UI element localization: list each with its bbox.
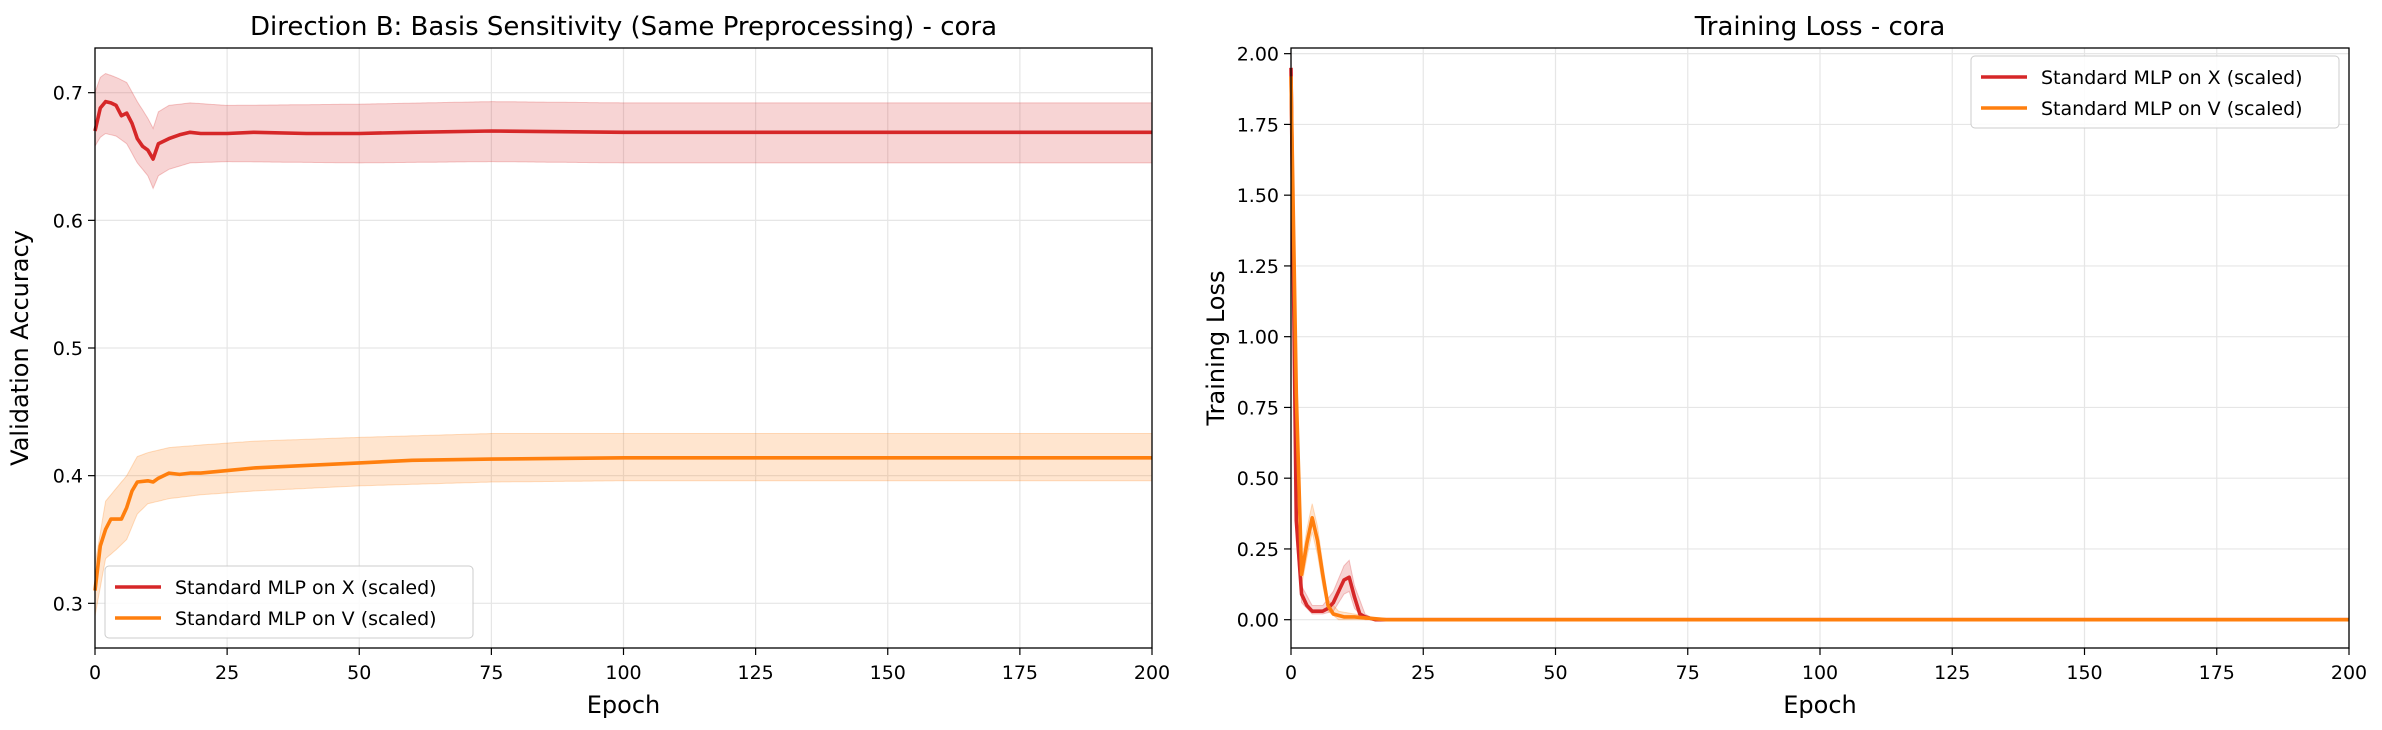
- y-tick-label: 0.50: [1237, 468, 1279, 490]
- y-tick-label: 1.75: [1237, 114, 1279, 136]
- chart-title: Direction B: Basis Sensitivity (Same Pre…: [250, 12, 997, 42]
- x-tick-label: 75: [1676, 662, 1700, 684]
- y-tick-label: 0.25: [1237, 539, 1279, 561]
- x-tick-label: 125: [737, 662, 773, 684]
- x-tick-label: 150: [2066, 662, 2102, 684]
- y-tick-label: 0.75: [1237, 397, 1279, 419]
- y-tick-label: 0.5: [53, 338, 83, 360]
- x-tick-label: 175: [2199, 662, 2235, 684]
- legend: Standard MLP on X (scaled) Standard MLP …: [1970, 55, 2340, 129]
- legend: Standard MLP on X (scaled) Standard MLP …: [104, 565, 474, 639]
- y-tick-label: 0.4: [53, 466, 83, 488]
- x-tick-label: 75: [479, 662, 503, 684]
- y-tick-label: 2.00: [1237, 44, 1279, 66]
- legend-box: [104, 565, 474, 639]
- y-axis-label: Validation Accuracy: [6, 230, 34, 466]
- y-tick-label: 0.3: [53, 593, 83, 615]
- validation-accuracy-chart: 0 25 50 75 100 125 150 175 200 0.3 0.4 0.5 0.6 0.7 D…: [6, 12, 1170, 719]
- legend-label-v: Standard MLP on V (scaled): [175, 608, 437, 630]
- legend-label-x: Standard MLP on X (scaled): [2041, 67, 2303, 89]
- chart-title: Training Loss - cora: [1694, 12, 1946, 42]
- y-tick-label: 0.6: [53, 210, 83, 232]
- x-tick-label: 200: [2331, 662, 2367, 684]
- x-tick-label: 0: [1285, 662, 1297, 684]
- legend-label-x: Standard MLP on X (scaled): [175, 577, 437, 599]
- x-axis-label: Epoch: [587, 691, 661, 719]
- legend-box: [1970, 55, 2340, 129]
- y-tick-label: 0.00: [1237, 610, 1279, 632]
- x-tick-label: 25: [215, 662, 239, 684]
- x-tick-label: 125: [1934, 662, 1970, 684]
- y-tick-label: 1.25: [1237, 256, 1279, 278]
- series-line-1: [93, 456, 1152, 591]
- x-tick-label: 200: [1134, 662, 1170, 684]
- series-line-0: [93, 99, 1152, 161]
- x-tick-label: 50: [1543, 662, 1567, 684]
- series-line-1: [1289, 76, 2349, 622]
- y-axis-label: Training Loss: [1202, 271, 1230, 427]
- x-axis-label: Epoch: [1783, 691, 1857, 719]
- x-tick-label: 0: [89, 662, 101, 684]
- x-tick-label: 150: [870, 662, 906, 684]
- y-tick-label: 1.00: [1237, 327, 1279, 349]
- training-loss-chart: 0 25 50 75 100 125 150 175 200 0.00 0.25 0.50 0.75 1…: [1202, 12, 2367, 719]
- x-tick-label: 25: [1411, 662, 1435, 684]
- legend-label-v: Standard MLP on V (scaled): [2041, 98, 2303, 120]
- y-tick-label: 0.7: [53, 83, 83, 105]
- y-tick-label: 1.50: [1237, 185, 1279, 207]
- x-tick-label: 100: [605, 662, 641, 684]
- x-tick-label: 175: [1002, 662, 1038, 684]
- x-tick-label: 50: [347, 662, 371, 684]
- x-tick-label: 100: [1802, 662, 1838, 684]
